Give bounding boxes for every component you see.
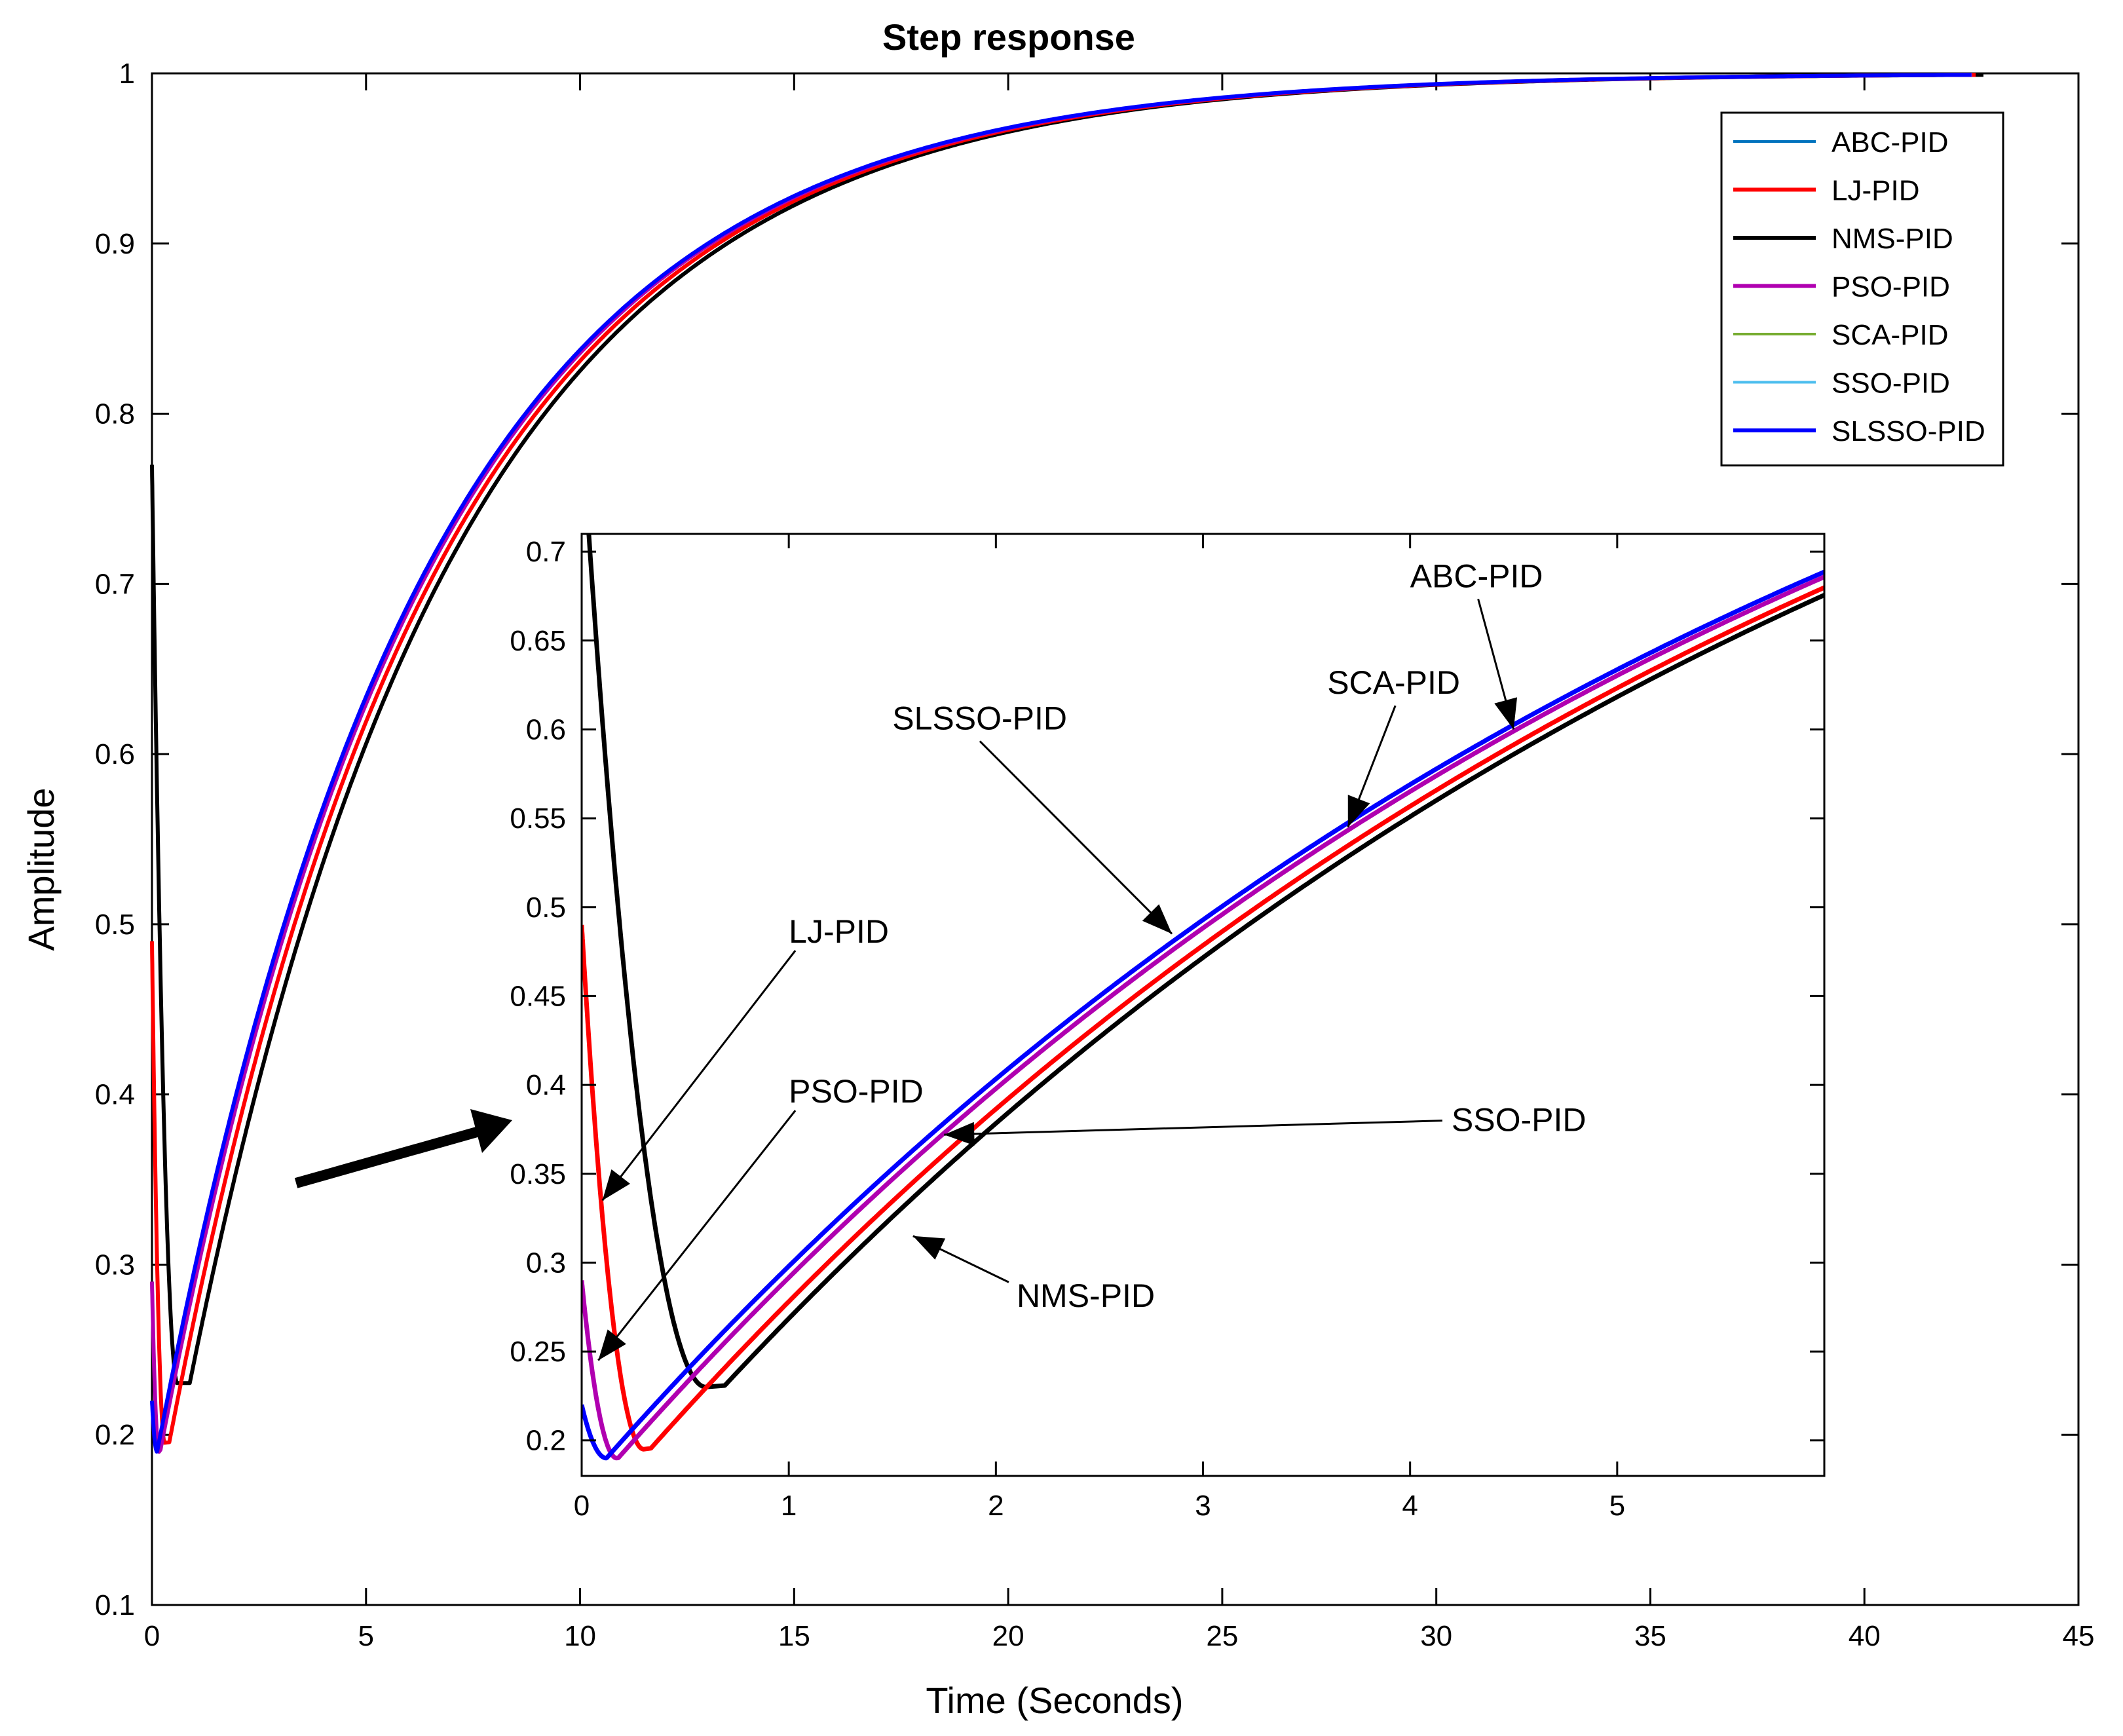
annotation-arrow-head <box>1494 697 1518 730</box>
y-tick-label: 0.7 <box>95 568 135 600</box>
y-tick-label: 0.1 <box>95 1589 135 1621</box>
legend-entry-slsso-pid: SLSSO-PID <box>1733 415 1985 447</box>
y-tick-label: 1 <box>119 58 135 90</box>
legend: ABC-PID LJ-PID NMS-PID PSO-PID SCA-PID SSO-PI… <box>1720 111 2004 466</box>
inset-y-tick-label: 0.35 <box>510 1158 566 1190</box>
annotation-label: SCA-PID <box>1327 664 1460 701</box>
legend-label: SSO-PID <box>1832 368 1950 400</box>
annotation-arrow-line <box>601 950 797 1201</box>
inset-x-tick-label: 4 <box>1402 1490 1418 1522</box>
legend-label: SCA-PID <box>1832 319 1948 351</box>
legend-entry-pso-pid: PSO-PID <box>1733 271 1950 303</box>
inset-series-line-slsso-pid <box>582 569 1824 1461</box>
inset-x-tick-label: 1 <box>781 1490 797 1522</box>
annotation-arrow-head <box>912 1236 946 1260</box>
inset-x-tick-label: 0 <box>574 1490 590 1522</box>
legend-label: LJ-PID <box>1832 175 1919 207</box>
legend-label: NMS-PID <box>1832 223 1953 255</box>
x-tick-label: 0 <box>144 1620 160 1652</box>
x-tick-label: 40 <box>1849 1620 1881 1652</box>
legend-entry-abc-pid: ABC-PID <box>1733 126 1948 159</box>
legend-label: ABC-PID <box>1832 126 1948 159</box>
inset-x-tick-label: 3 <box>1195 1490 1211 1522</box>
annotation-label: PSO-PID <box>789 1073 924 1110</box>
annotation-pso-pid: PSO-PID <box>597 1073 924 1361</box>
annotation-lj-pid: LJ-PID <box>601 913 889 1201</box>
x-tick-label: 25 <box>1206 1620 1238 1652</box>
y-tick-label: 0.9 <box>95 228 135 260</box>
annotation-label: SSO-PID <box>1452 1102 1587 1139</box>
annotation-label: SLSSO-PID <box>892 700 1067 736</box>
annotation-arrow-line <box>944 1120 1442 1136</box>
inset-x-tick-label: 2 <box>988 1490 1004 1522</box>
inset-plot-area: 0 1 2 3 4 5 0.2 0.25 0.3 0.35 0.4 0.45 0.5 0.55 0.6 0.6… <box>510 533 1826 1522</box>
inset-y-tick-label: 0.6 <box>526 713 566 745</box>
series-line-slsso-pid <box>150 73 1972 1454</box>
annotation-arrow-line <box>597 1110 797 1361</box>
y-tick-label: 0.3 <box>95 1249 135 1281</box>
annotation-arrow-line <box>979 740 1173 935</box>
annotation-sso-pid: SSO-PID <box>944 1102 1586 1146</box>
inset-curves <box>582 534 1824 1461</box>
inset-y-tick-label: 0.4 <box>526 1069 566 1101</box>
x-tick-label: 45 <box>2063 1620 2095 1652</box>
annotation-nms-pid: NMS-PID <box>912 1235 1155 1314</box>
legend-label: PSO-PID <box>1832 271 1950 303</box>
legend-entry-nms-pid: NMS-PID <box>1733 223 1953 255</box>
inset-y-tick-label: 0.3 <box>526 1247 566 1279</box>
inset-series-line-pso-pid <box>582 574 1824 1461</box>
annotation-label: ABC-PID <box>1410 557 1543 594</box>
main-axes-box <box>151 72 2080 1606</box>
inset-y-tick-label: 0.7 <box>526 536 566 568</box>
inset-y-tick-label: 0.45 <box>510 980 566 1012</box>
annotation-arrow-head <box>944 1122 975 1146</box>
y-tick-label: 0.6 <box>95 738 135 770</box>
x-tick-label: 15 <box>778 1620 810 1652</box>
y-tick-label: 0.8 <box>95 398 135 430</box>
legend-label: SLSSO-PID <box>1832 415 1985 447</box>
zoom-arrow-shaft <box>294 1125 483 1188</box>
inset-y-tick-label: 0.25 <box>510 1336 566 1368</box>
y-axis-label: Amplitude <box>20 787 62 951</box>
annotation-abc-pid: ABC-PID <box>1410 557 1543 730</box>
annotation-arrow-head <box>1142 904 1173 934</box>
inset-series-line-lj-pid <box>582 585 1824 1452</box>
x-tick-label: 35 <box>1634 1620 1666 1652</box>
annotation-label: LJ-PID <box>789 913 889 950</box>
y-tick-label: 0.4 <box>95 1079 135 1111</box>
annotation-label: NMS-PID <box>1017 1277 1155 1314</box>
inset-y-tick-label: 0.65 <box>510 625 566 657</box>
x-tick-label: 10 <box>564 1620 596 1652</box>
legend-box <box>1720 111 2004 466</box>
annotation-sca-pid: SCA-PID <box>1327 664 1460 828</box>
zoom-arrow <box>294 1109 512 1188</box>
inset-series-line-nms-pid <box>586 534 1824 1389</box>
y-tick-label: 0.5 <box>95 909 135 941</box>
chart-title: Step response <box>882 16 1135 58</box>
annotation-arrow-head <box>602 1169 630 1201</box>
y-tick-label: 0.2 <box>95 1419 135 1451</box>
x-axis-label: Time (Seconds) <box>926 1680 1183 1721</box>
inset-x-tick-label: 5 <box>1609 1490 1625 1522</box>
x-tick-label: 5 <box>358 1620 374 1652</box>
x-tick-label: 30 <box>1420 1620 1452 1652</box>
legend-entry-lj-pid: LJ-PID <box>1733 175 1919 207</box>
legend-entry-sso-pid: SSO-PID <box>1733 368 1950 400</box>
x-tick-label: 20 <box>992 1620 1024 1652</box>
annotation-slsso-pid: SLSSO-PID <box>892 700 1173 935</box>
zoom-arrow-head <box>470 1109 512 1153</box>
annotation-arrow-head <box>1347 795 1370 827</box>
inset-y-tick-label: 0.55 <box>510 802 566 835</box>
main-plot-area: 0 5 10 15 20 25 30 35 40 450.10.20.30.40.50.60.70… <box>95 58 2095 1652</box>
legend-entry-sca-pid: SCA-PID <box>1733 319 1948 351</box>
inset-y-tick-label: 0.5 <box>526 892 566 924</box>
annotation-arrow-head <box>598 1329 626 1361</box>
inset-y-tick-label: 0.2 <box>526 1425 566 1457</box>
